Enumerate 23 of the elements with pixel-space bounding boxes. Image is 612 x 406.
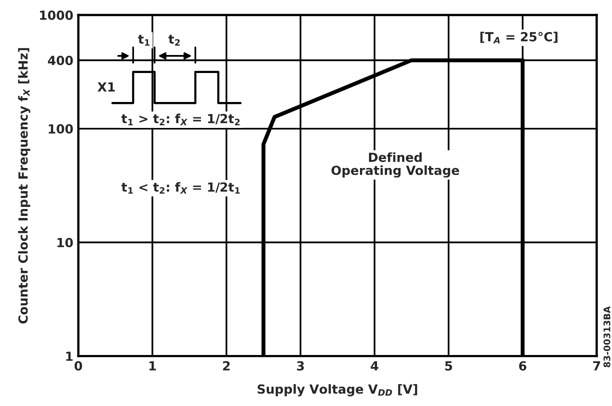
annotation: X1: [98, 82, 115, 92]
y-tick-label: 100: [48, 124, 73, 134]
x-tick-label: 2: [223, 361, 230, 370]
y-tick-label: 400: [48, 56, 73, 66]
x-tick-label: 7: [593, 361, 600, 370]
annotation: Defined Operating Voltage: [332, 152, 460, 178]
x-tick-label: 0: [74, 361, 82, 371]
y-tick-label: 1: [66, 352, 73, 361]
annotation: t$_{2}$: [168, 34, 180, 46]
x-tick-label: 3: [296, 361, 304, 371]
y-axis-title: Counter Clock Input Frequency f$_{X}$ [kHz]: [18, 48, 30, 324]
annotation: t$_{1}$ > t$_{2}$: f$_{X}$ = 1/2t$_{2}$: [121, 114, 240, 126]
x-tick-label: 6: [519, 361, 526, 371]
annotation: t$_{1}$: [138, 34, 150, 46]
text: 83-00313BA: [604, 306, 610, 368]
x-tick-label: 4: [370, 361, 378, 370]
annotation: t$_{1}$ < t$_{2}$: f$_{X}$ = 1/2t$_{1}$: [121, 182, 240, 194]
x-axis-title: Supply Voltage V$_{DD}$ [V]: [258, 384, 418, 396]
y-tick-label: 10: [57, 238, 73, 248]
x-tick-label: 1: [149, 361, 156, 370]
y-tick-label: 1000: [40, 10, 73, 20]
x-tick-label: 5: [445, 361, 452, 371]
annotation: [T$_{A}$ = 25°C]: [480, 32, 558, 44]
